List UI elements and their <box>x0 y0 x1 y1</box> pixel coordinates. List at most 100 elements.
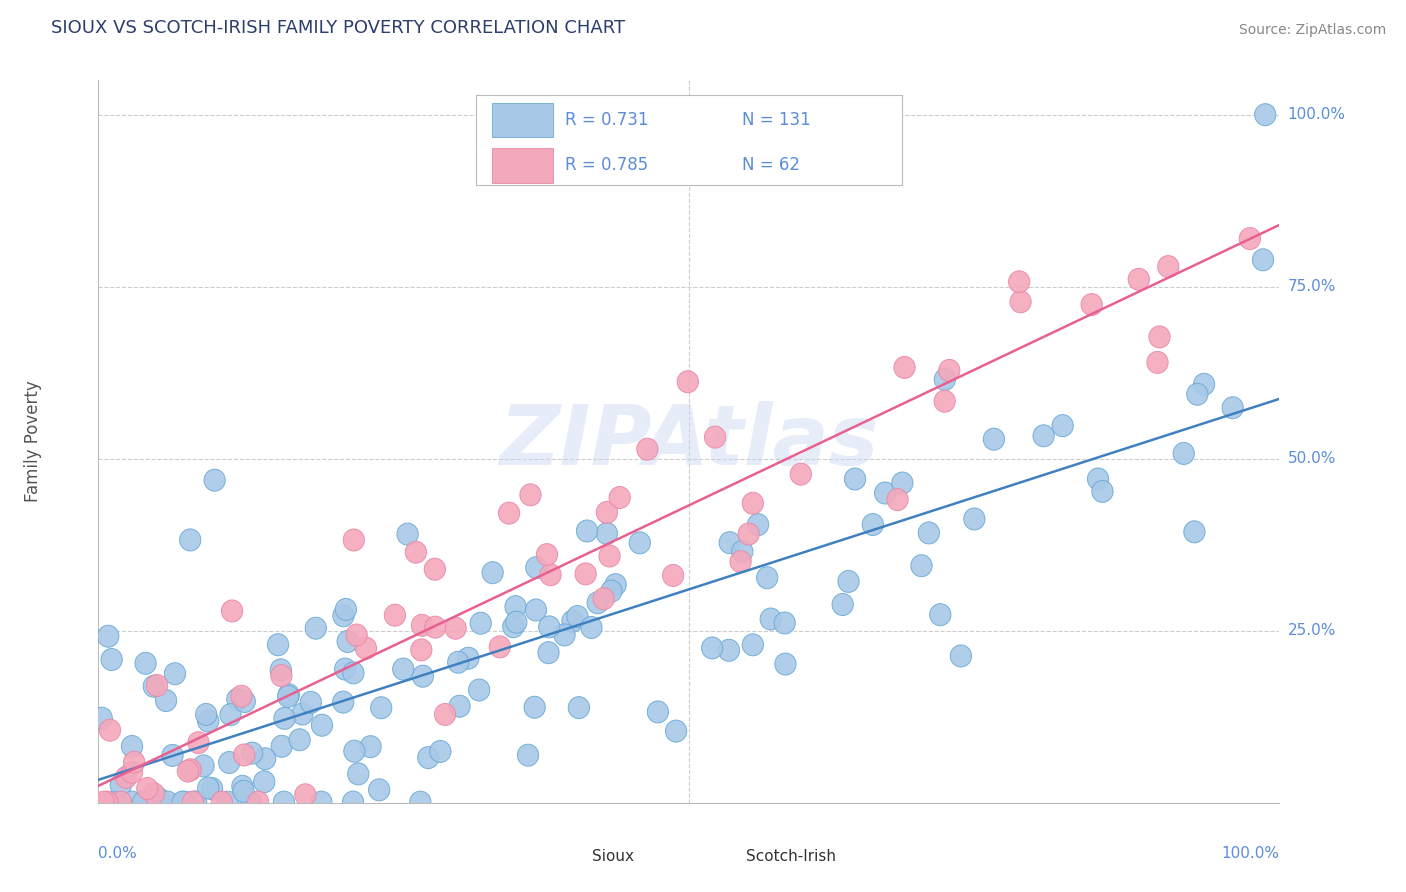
Ellipse shape <box>412 615 433 636</box>
Ellipse shape <box>278 684 299 706</box>
Ellipse shape <box>218 751 240 773</box>
Ellipse shape <box>271 665 292 687</box>
Ellipse shape <box>1157 256 1178 277</box>
Ellipse shape <box>180 759 201 780</box>
Ellipse shape <box>425 558 446 580</box>
Ellipse shape <box>718 532 741 554</box>
Ellipse shape <box>536 543 558 566</box>
Ellipse shape <box>100 719 121 741</box>
Ellipse shape <box>983 428 1004 450</box>
Text: 25.0%: 25.0% <box>1288 624 1336 639</box>
Ellipse shape <box>702 637 723 659</box>
Ellipse shape <box>756 566 778 589</box>
Ellipse shape <box>180 529 201 551</box>
Ellipse shape <box>270 659 291 681</box>
Ellipse shape <box>121 791 142 814</box>
Text: 50.0%: 50.0% <box>1288 451 1336 467</box>
Ellipse shape <box>247 791 269 814</box>
Ellipse shape <box>346 624 367 646</box>
Ellipse shape <box>121 736 142 757</box>
Ellipse shape <box>343 662 364 684</box>
Ellipse shape <box>1222 397 1243 418</box>
Ellipse shape <box>875 482 896 504</box>
Ellipse shape <box>575 563 596 585</box>
Text: Sioux: Sioux <box>592 849 634 864</box>
Ellipse shape <box>217 791 239 814</box>
Ellipse shape <box>411 639 432 661</box>
Ellipse shape <box>576 520 598 542</box>
Ellipse shape <box>311 791 332 814</box>
Ellipse shape <box>718 640 740 661</box>
Ellipse shape <box>665 720 686 742</box>
FancyBboxPatch shape <box>492 148 553 183</box>
Ellipse shape <box>1194 374 1215 395</box>
Ellipse shape <box>554 624 575 646</box>
Ellipse shape <box>162 745 183 766</box>
Ellipse shape <box>918 522 939 544</box>
Ellipse shape <box>143 675 165 698</box>
Ellipse shape <box>97 625 120 648</box>
Ellipse shape <box>731 541 754 563</box>
Ellipse shape <box>233 744 254 766</box>
Ellipse shape <box>231 685 252 707</box>
Ellipse shape <box>596 523 617 544</box>
Ellipse shape <box>104 791 125 814</box>
Ellipse shape <box>1253 249 1274 271</box>
Ellipse shape <box>277 685 299 707</box>
Ellipse shape <box>468 679 489 701</box>
Text: Family Poverty: Family Poverty <box>24 381 42 502</box>
Text: 100.0%: 100.0% <box>1222 847 1279 861</box>
Ellipse shape <box>146 674 167 697</box>
Ellipse shape <box>929 604 950 625</box>
Ellipse shape <box>444 617 467 640</box>
Ellipse shape <box>1008 271 1029 293</box>
Ellipse shape <box>593 588 614 610</box>
Ellipse shape <box>371 697 392 719</box>
Ellipse shape <box>360 736 381 757</box>
Ellipse shape <box>838 570 859 592</box>
Ellipse shape <box>274 707 295 730</box>
Ellipse shape <box>409 791 432 814</box>
FancyBboxPatch shape <box>699 846 741 871</box>
Ellipse shape <box>567 606 588 628</box>
Ellipse shape <box>1092 481 1114 502</box>
Ellipse shape <box>963 508 986 530</box>
Ellipse shape <box>704 426 725 448</box>
Ellipse shape <box>526 599 547 621</box>
Ellipse shape <box>240 791 262 814</box>
Ellipse shape <box>156 690 177 712</box>
Ellipse shape <box>195 704 217 725</box>
Ellipse shape <box>538 641 560 664</box>
Ellipse shape <box>845 468 866 490</box>
Ellipse shape <box>343 791 364 814</box>
Ellipse shape <box>1087 468 1109 490</box>
Ellipse shape <box>950 645 972 667</box>
Ellipse shape <box>605 574 626 596</box>
Text: SIOUX VS SCOTCH-IRISH FAMILY POVERTY CORRELATION CHART: SIOUX VS SCOTCH-IRISH FAMILY POVERTY COR… <box>51 19 626 37</box>
Ellipse shape <box>425 616 446 638</box>
Ellipse shape <box>790 463 811 485</box>
FancyBboxPatch shape <box>546 846 588 871</box>
Ellipse shape <box>337 631 359 652</box>
Ellipse shape <box>1128 268 1150 290</box>
Ellipse shape <box>290 729 311 751</box>
Ellipse shape <box>678 371 699 392</box>
Ellipse shape <box>498 502 520 524</box>
Ellipse shape <box>396 523 418 545</box>
Ellipse shape <box>157 791 179 814</box>
Ellipse shape <box>226 689 247 710</box>
Text: Scotch-Irish: Scotch-Irish <box>745 849 835 864</box>
Ellipse shape <box>662 565 683 586</box>
Ellipse shape <box>149 788 170 810</box>
Ellipse shape <box>198 710 219 732</box>
Ellipse shape <box>311 714 333 736</box>
Ellipse shape <box>121 761 142 783</box>
Text: N = 62: N = 62 <box>742 156 800 174</box>
Ellipse shape <box>186 791 207 814</box>
Ellipse shape <box>110 774 131 797</box>
Ellipse shape <box>738 523 759 545</box>
Ellipse shape <box>253 771 274 793</box>
Ellipse shape <box>1147 351 1168 374</box>
Ellipse shape <box>193 755 214 777</box>
Ellipse shape <box>862 514 883 535</box>
